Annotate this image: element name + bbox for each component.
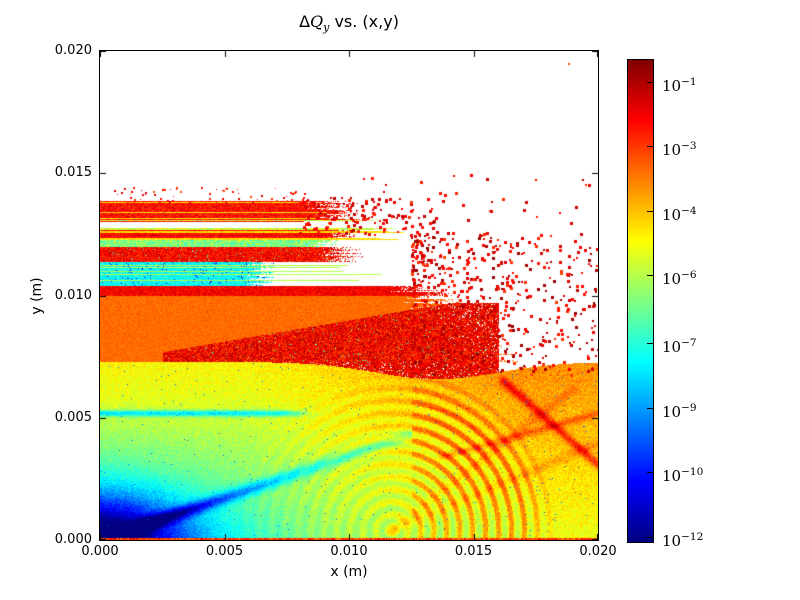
x-axis-label: x (m)	[330, 564, 368, 580]
heatmap-canvas	[100, 51, 598, 540]
colorbar-tick	[647, 537, 653, 539]
y-tick-label: 0.005	[54, 409, 92, 425]
colorbar-tick-label: 10−1	[662, 76, 697, 96]
title-subscript: y	[323, 21, 330, 34]
y-tick-label: 0.015	[54, 165, 92, 181]
y-tick-label: 0.000	[54, 532, 92, 547]
y-tick-label: 0.020	[54, 43, 92, 58]
colorbar-gradient	[627, 59, 654, 543]
y-axis-label: y (m)	[29, 277, 45, 315]
colorbar: 10−1 10−3 10−4 10−6 10−7 10−9 10−10 10−12	[627, 59, 737, 550]
x-tick-label: 0.015	[454, 544, 493, 559]
colorbar-tick	[647, 145, 653, 147]
x-tick-label: 0.010	[330, 544, 368, 559]
colorbar-tick-label: 10−10	[662, 466, 704, 486]
y-tick-label: 0.010	[54, 287, 92, 303]
colorbar-tick-label: 10−7	[662, 336, 697, 356]
colorbar-tick	[647, 408, 653, 409]
x-tick-label: 0.020	[579, 544, 617, 559]
colorbar-tick	[647, 210, 653, 212]
x-tick-label: 0.005	[205, 544, 244, 559]
x-tick-label: 0.000	[81, 544, 119, 559]
colorbar-tick-label: 10−3	[662, 139, 697, 159]
colorbar-tick-label: 10−12	[662, 531, 704, 551]
colorbar-tick-label: 10−6	[662, 268, 697, 288]
title-symbol: Q	[310, 12, 324, 31]
plot-title: ΔQy vs. (x,y)	[99, 12, 599, 34]
colorbar-tick	[647, 82, 653, 84]
colorbar-tick-label: 10−9	[662, 402, 697, 421]
colorbar-tick	[647, 274, 653, 276]
plot-area	[99, 50, 599, 541]
colorbar-tick-label: 10−4	[662, 204, 697, 224]
colorbar-tick	[647, 342, 653, 344]
title-suffix: vs. (x,y)	[329, 12, 399, 31]
colorbar-tick	[647, 472, 653, 474]
title-delta: Δ	[299, 12, 311, 31]
